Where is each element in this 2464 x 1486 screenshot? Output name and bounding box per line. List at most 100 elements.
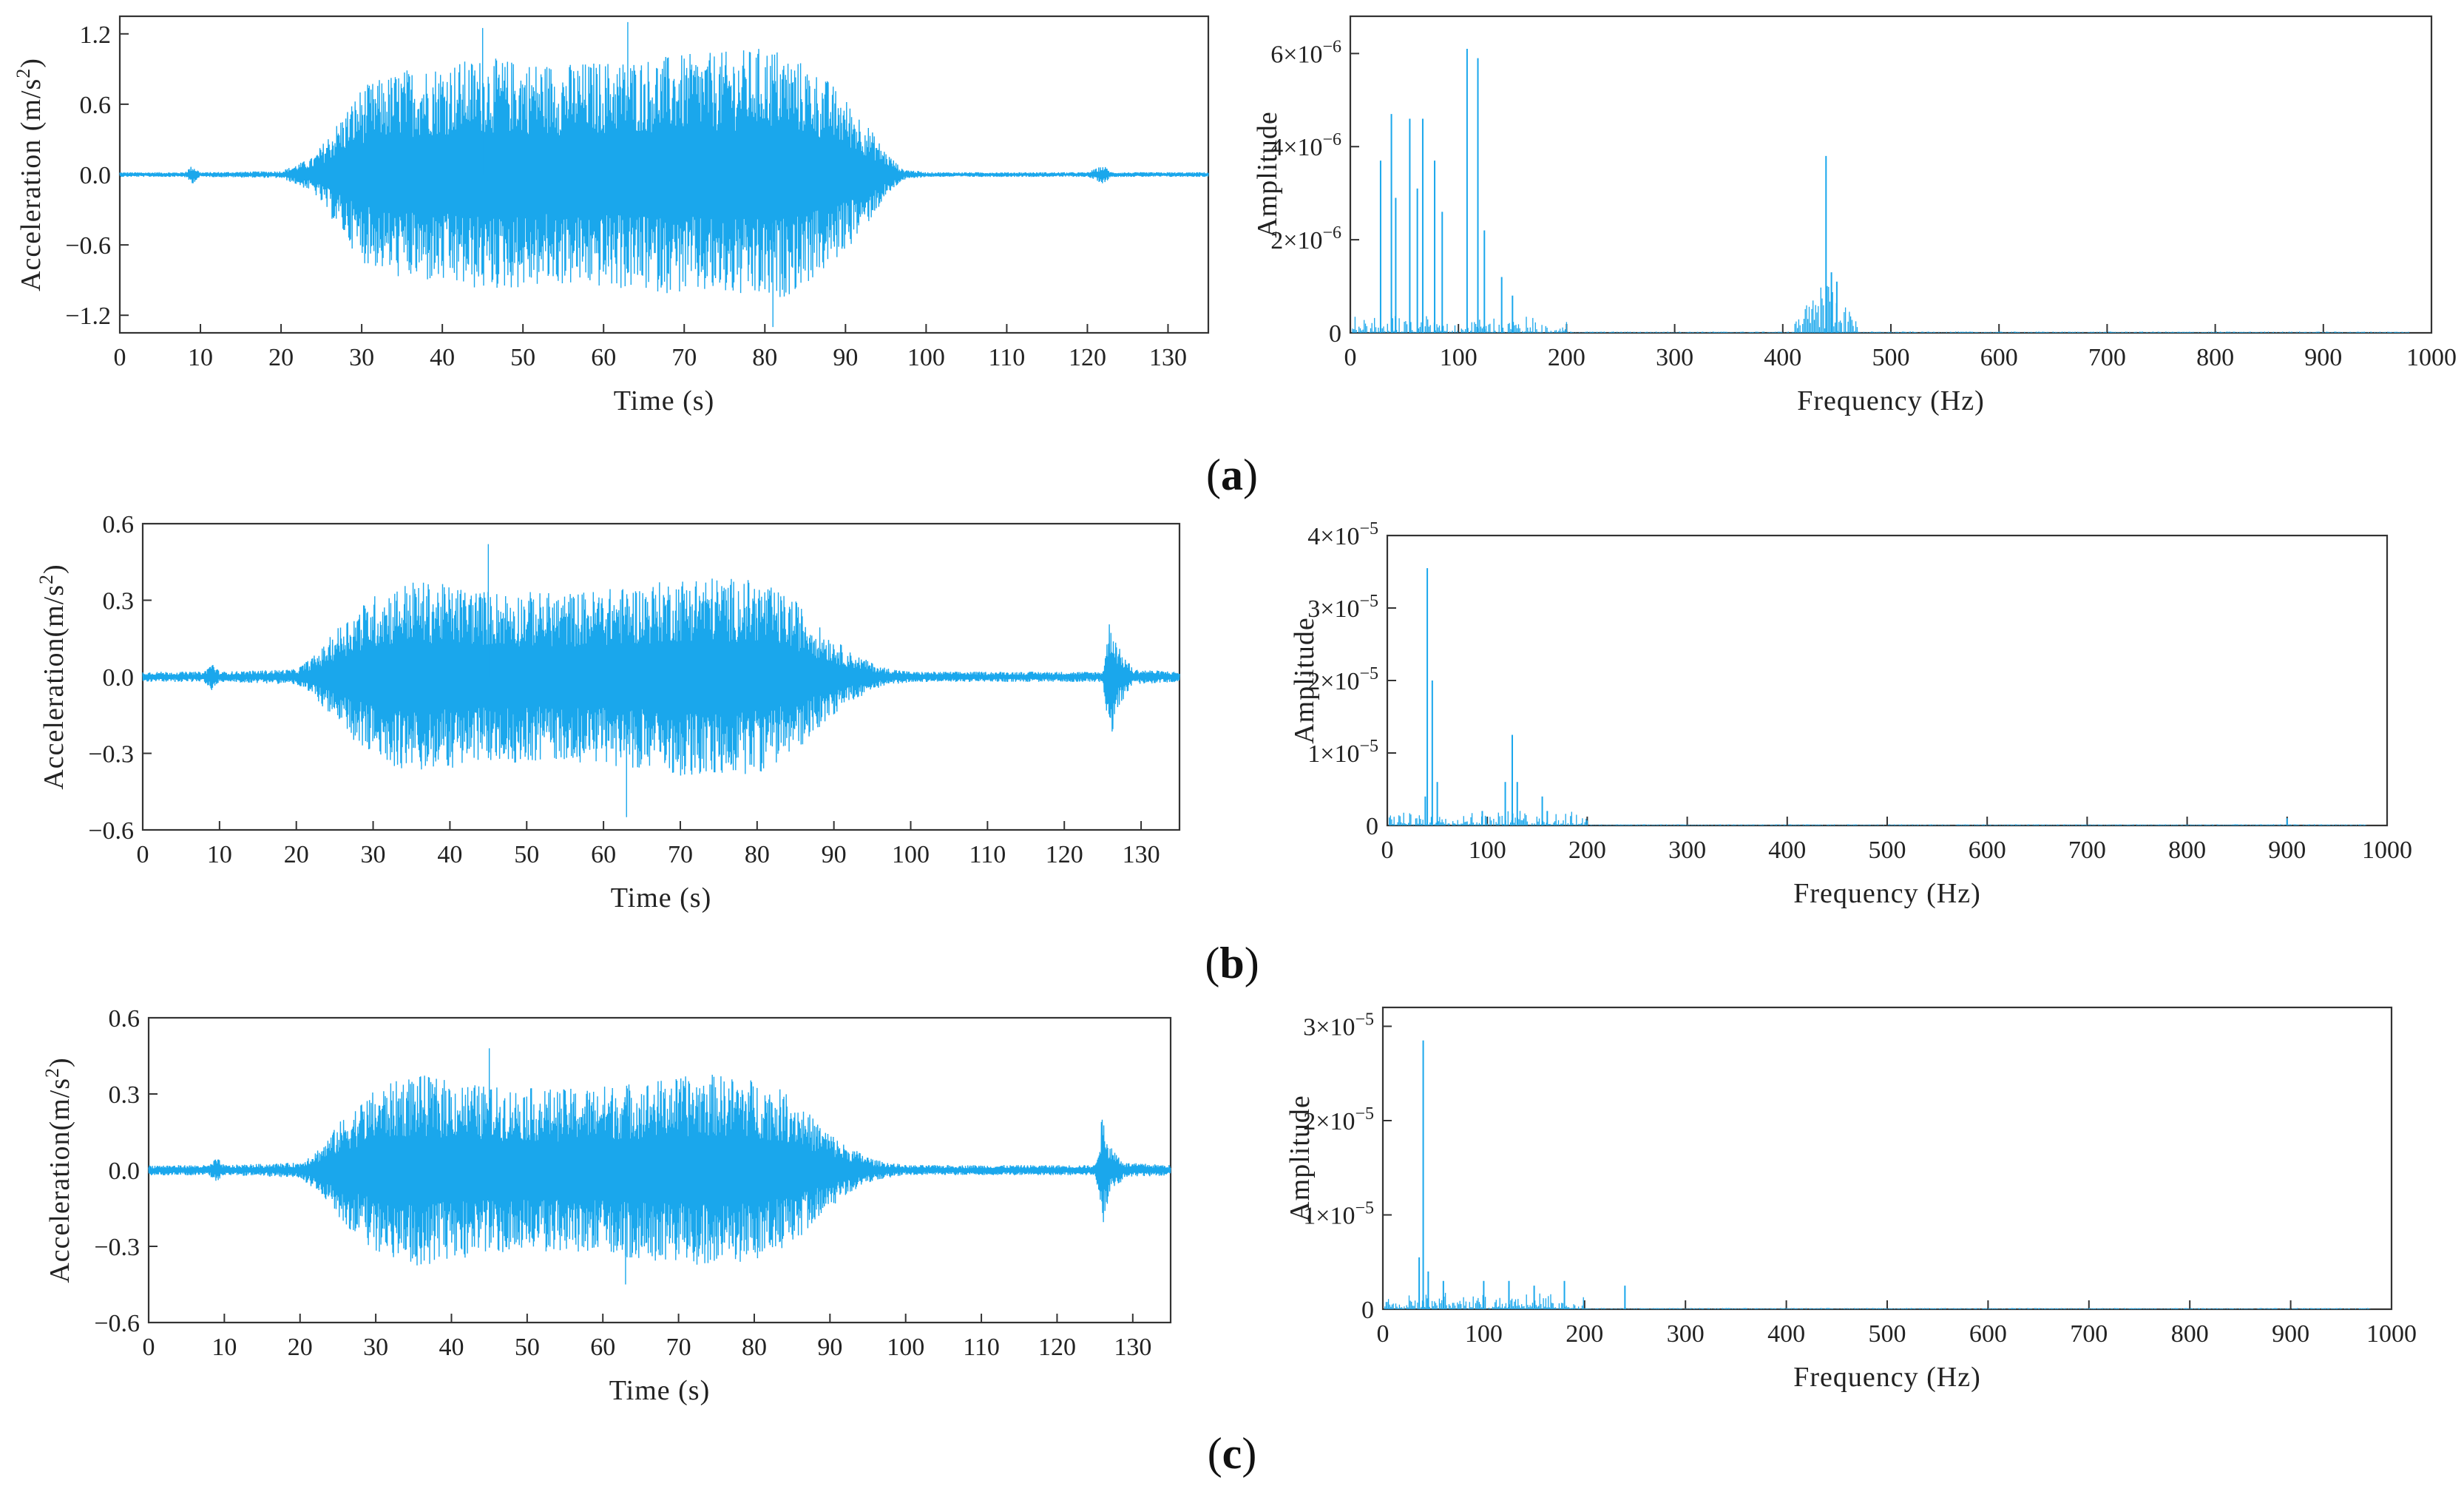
x-tick-label: 600 (1969, 1320, 2007, 1348)
y-tick-label: −0.6 (88, 817, 134, 845)
spectrum-chart: 0 100 200 300 400 500 600 700 800 900 1000 0 1×10−5 2… (1285, 1006, 2417, 1393)
x-tick-label: 200 (1566, 1320, 1603, 1348)
panel-label: (c) (1208, 1429, 1257, 1478)
y-tick-label: 4×10−5 (1307, 519, 1378, 550)
spectrum-floor (1384, 1292, 2371, 1309)
y-axis-label: Acceleration (m/s2) (13, 58, 47, 291)
x-tick-label: 90 (817, 1334, 842, 1361)
x-tick-label: 80 (752, 344, 777, 371)
x-axis-label: Time (s) (611, 882, 711, 913)
x-tick-label: 900 (2304, 344, 2342, 371)
y-tick-label: 0.3 (103, 588, 135, 615)
time-history-chart: 0 10 20 30 40 50 60 70 80 90 100 110 120 130 −0.6 −0.3 0… (35, 511, 1181, 913)
x-tick-label: 20 (284, 841, 309, 868)
x-tick-label: 100 (887, 1334, 924, 1361)
x-tick-label: 700 (2068, 837, 2106, 864)
time-history-chart: 0 10 20 30 40 50 60 70 80 90 100 110 120 130 −0.6 −0.3 0… (41, 1005, 1172, 1406)
y-tick-label: 3×10−5 (1307, 592, 1378, 623)
x-tick-label: 500 (1872, 344, 1910, 371)
x-tick-label: 600 (1980, 344, 2018, 371)
x-tick-label: 50 (514, 841, 539, 868)
signal-trace (148, 1074, 1171, 1266)
x-tick-label: 1000 (2406, 344, 2457, 371)
y-tick-label: −0.6 (65, 232, 111, 260)
x-tick-label: 90 (822, 841, 847, 868)
x-tick-label: 110 (989, 344, 1026, 371)
x-axis-label: Frequency (Hz) (1793, 1362, 1981, 1393)
y-axis-label: Amplitude (1285, 1095, 1316, 1222)
y-tick-label: 0.6 (103, 511, 135, 538)
x-tick-label: 900 (2268, 837, 2306, 864)
x-tick-label: 120 (1046, 841, 1083, 868)
x-tick-label: 0 (1381, 837, 1394, 864)
spectrum-floor (1352, 286, 2409, 333)
spectrum-chart: 0 100 200 300 400 500 600 700 800 900 1000 0 2×10−6 4… (1252, 15, 2457, 416)
signal-trace (119, 49, 1209, 297)
x-tick-label: 110 (963, 1334, 1000, 1361)
x-tick-label: 100 (1465, 1320, 1503, 1348)
x-tick-label: 120 (1038, 1334, 1076, 1361)
x-tick-label: 40 (439, 1334, 464, 1361)
x-tick-label: 60 (590, 1334, 615, 1361)
x-axis-label: Frequency (Hz) (1797, 385, 1985, 416)
x-tick-label: 0 (1344, 344, 1357, 371)
x-tick-label: 700 (2070, 1320, 2108, 1348)
y-tick-label: −0.3 (94, 1234, 140, 1261)
x-tick-label: 400 (1767, 1320, 1805, 1348)
x-tick-label: 400 (1764, 344, 1801, 371)
plot-frame (1349, 15, 2433, 334)
x-tick-label: 10 (188, 344, 213, 371)
y-tick-label: 0 (1329, 320, 1341, 348)
x-tick-label: 800 (2171, 1320, 2209, 1348)
spectrum-floor (1389, 811, 2366, 825)
x-tick-label: 0 (114, 344, 126, 371)
x-tick-label: 300 (1667, 1320, 1705, 1348)
x-tick-label: 90 (833, 344, 858, 371)
x-tick-label: 0 (1377, 1320, 1390, 1348)
x-tick-label: 500 (1869, 837, 1906, 864)
y-tick-label: 0.0 (80, 162, 112, 189)
x-tick-label: 20 (288, 1334, 313, 1361)
signal-trace (142, 578, 1180, 776)
x-tick-label: 70 (671, 344, 697, 371)
x-axis-label: Frequency (Hz) (1793, 878, 1981, 909)
y-tick-label: 0 (1361, 1297, 1374, 1324)
y-tick-label: 0.6 (80, 92, 112, 119)
x-tick-label: 500 (1869, 1320, 1906, 1348)
x-tick-label: 60 (591, 841, 616, 868)
x-tick-label: 130 (1123, 841, 1160, 868)
y-tick-label: 4×10−6 (1270, 130, 1341, 161)
y-tick-label: −0.3 (88, 741, 134, 769)
y-tick-label: 0 (1366, 813, 1378, 840)
panel-label: (b) (1205, 939, 1259, 987)
x-tick-label: 100 (1469, 837, 1506, 864)
y-tick-label: 2×10−6 (1270, 223, 1341, 254)
x-tick-label: 100 (1440, 344, 1478, 371)
y-tick-label: 1×10−5 (1303, 1199, 1374, 1230)
x-tick-label: 800 (2196, 344, 2234, 371)
y-tick-label: 2×10−5 (1303, 1104, 1374, 1135)
x-tick-label: 200 (1568, 837, 1606, 864)
y-tick-label: 3×10−5 (1303, 1010, 1374, 1041)
y-tick-label: 0.0 (103, 664, 135, 692)
x-axis-label: Time (s) (609, 1375, 710, 1406)
x-tick-label: 1000 (2366, 1320, 2417, 1348)
time-history-chart: 0 10 20 30 40 50 60 70 80 90 100 110 120 130 −1.2 −0.6 0… (13, 15, 1210, 416)
x-tick-label: 70 (666, 1334, 691, 1361)
y-axis-label: Acceleration(m/s2) (35, 564, 70, 789)
x-tick-label: 100 (907, 344, 945, 371)
y-axis-label: Acceleration(m/s2) (41, 1057, 75, 1283)
y-tick-label: 1×10−5 (1307, 737, 1378, 768)
x-tick-label: 20 (268, 344, 294, 371)
x-tick-label: 80 (745, 841, 770, 868)
x-tick-label: 600 (1969, 837, 2006, 864)
spectrum-chart: 0 100 200 300 400 500 600 700 800 900 1000 0 1×10−5 2… (1289, 519, 2412, 909)
y-axis-label: Amplitude (1252, 111, 1283, 238)
x-tick-label: 60 (591, 344, 616, 371)
y-tick-label: 0.0 (109, 1158, 141, 1185)
x-tick-label: 30 (349, 344, 374, 371)
x-tick-label: 1000 (2362, 837, 2412, 864)
x-tick-label: 10 (211, 1334, 237, 1361)
x-tick-label: 700 (2088, 344, 2126, 371)
